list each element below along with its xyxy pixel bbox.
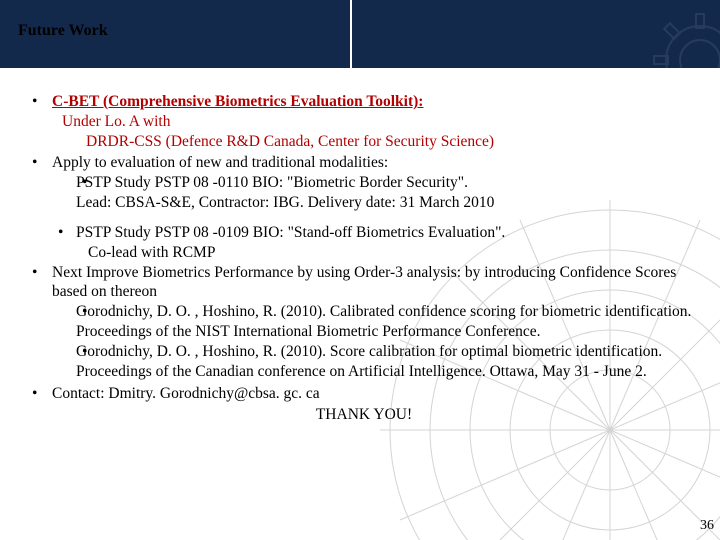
pstp-0110-l1: PSTP Study PSTP 08 -0110 BIO: "Biometric… <box>76 174 468 191</box>
bullet-cbet: C-BET (Comprehensive Biometrics Evaluati… <box>28 92 700 151</box>
apply-text: Apply to evaluation of new and tradition… <box>52 154 388 171</box>
cbet-line1: Under Lo. A with <box>52 112 700 132</box>
pstp-0109-l1: PSTP Study PSTP 08 -0109 BIO: "Stand-off… <box>76 224 505 241</box>
cbet-title: C-BET (Comprehensive Biometrics Evaluati… <box>52 93 423 110</box>
slide-title: Future Work <box>18 22 108 40</box>
page-number: 36 <box>700 518 714 534</box>
cbet-line2: DRDR-CSS (Defence R&D Canada, Center for… <box>52 132 700 152</box>
next-improve-text: Next Improve Biometrics Performance by u… <box>52 264 676 301</box>
slide: Future Work <box>0 0 720 540</box>
header-divider <box>350 0 352 68</box>
header-bar: Future Work <box>0 0 720 68</box>
bullet-pstp-0109: PSTP Study PSTP 08 -0109 BIO: "Stand-off… <box>28 223 700 263</box>
bullet-ref-2: Gorodnichy, D. O. , Hoshino, R. (2010). … <box>52 342 700 382</box>
ref-1-text: Gorodnichy, D. O. , Hoshino, R. (2010). … <box>76 303 691 340</box>
thank-you: THANK YOU! <box>28 405 700 425</box>
bullet-next-improve: Next Improve Biometrics Performance by u… <box>28 263 700 382</box>
pstp-0109-l2: Co-lead with RCMP <box>76 243 700 263</box>
bullet-contact: Contact: Dmitry. Gorodnichy@cbsa. gc. ca <box>28 384 700 404</box>
bullet-apply: Apply to evaluation of new and tradition… <box>28 153 700 212</box>
ref-2-text: Gorodnichy, D. O. , Hoshino, R. (2010). … <box>76 343 662 380</box>
contact-text: Contact: Dmitry. Gorodnichy@cbsa. gc. ca <box>52 385 320 402</box>
bullet-pstp-0110: PSTP Study PSTP 08 -0110 BIO: "Biometric… <box>52 173 700 213</box>
bullet-ref-1: Gorodnichy, D. O. , Hoshino, R. (2010). … <box>52 302 700 342</box>
gear-icon <box>640 0 720 68</box>
content-body: C-BET (Comprehensive Biometrics Evaluati… <box>28 92 700 425</box>
pstp-0110-l2: Lead: CBSA-S&E, Contractor: IBG. Deliver… <box>76 194 494 211</box>
